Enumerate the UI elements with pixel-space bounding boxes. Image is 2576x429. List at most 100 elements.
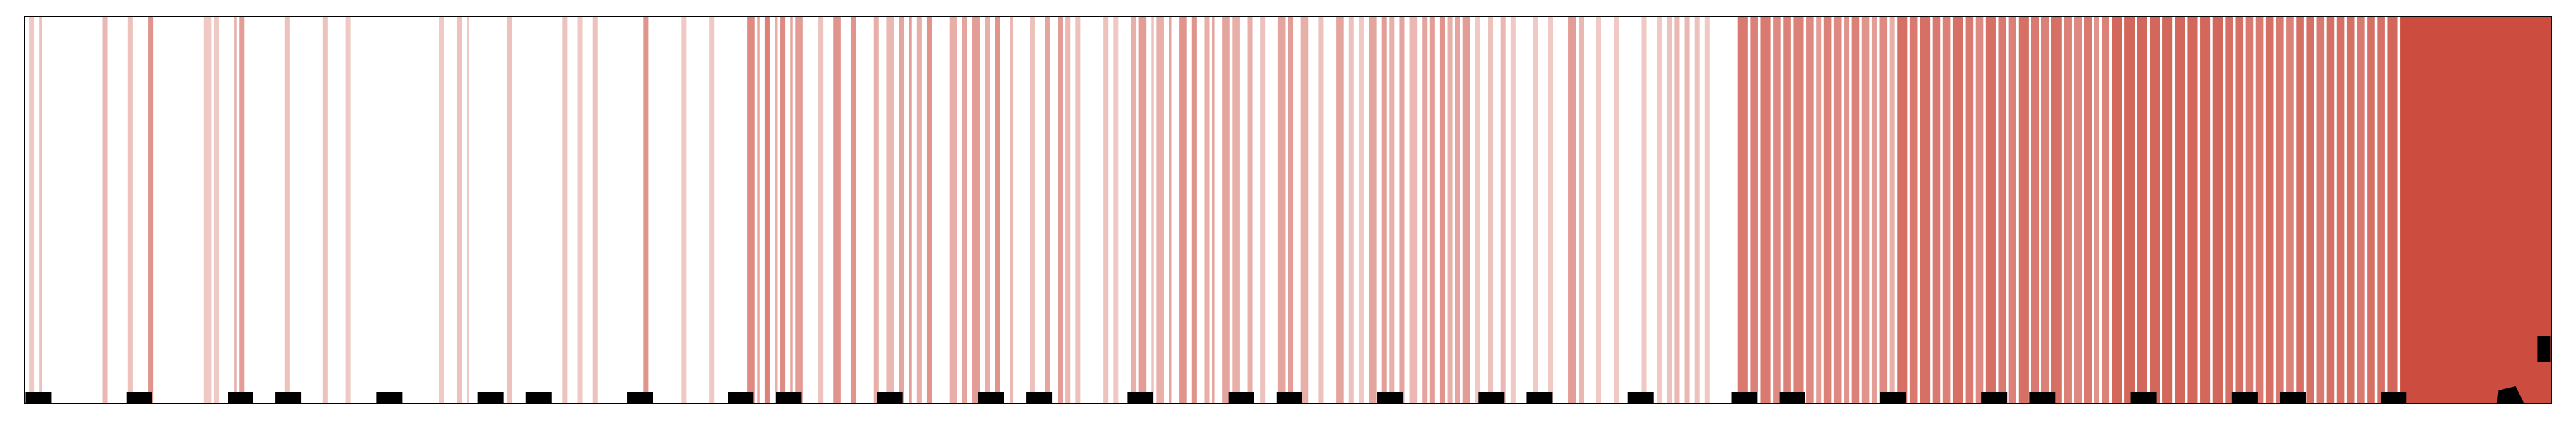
stripe (949, 16, 957, 403)
stripe (1232, 16, 1240, 403)
stripe (1760, 16, 1771, 403)
stripe (757, 16, 760, 403)
stripe (239, 16, 245, 403)
marker (2537, 336, 2551, 362)
stripe (1667, 16, 1672, 403)
stripe (1462, 16, 1470, 403)
stripe (1879, 16, 1888, 403)
marker (525, 392, 552, 403)
stripe (2346, 16, 2355, 403)
stripe (2286, 16, 2294, 403)
marker (1627, 392, 1654, 403)
stripe (1694, 16, 1700, 403)
stripe (2051, 16, 2062, 403)
marker (2497, 386, 2524, 403)
stripe (2276, 16, 2284, 403)
stripe (1871, 16, 1877, 403)
stripe (1548, 16, 1553, 403)
stripe (1348, 16, 1354, 403)
stripe (1058, 16, 1063, 403)
marker (227, 392, 253, 403)
stripe (1500, 16, 1506, 403)
stripe (127, 16, 133, 403)
stripe (322, 16, 328, 403)
stripe (1942, 16, 1951, 403)
marker (776, 392, 802, 403)
marker (977, 392, 1004, 403)
stripe (1222, 16, 1230, 403)
stripe (681, 16, 687, 403)
stripe (1151, 16, 1154, 403)
stripe (2387, 16, 2398, 403)
stripe (2265, 16, 2274, 403)
stripe (1475, 16, 1480, 403)
stripe (29, 16, 35, 403)
stripe (1614, 16, 1619, 403)
stripe (2112, 16, 2122, 403)
stripe-layer (29, 16, 2552, 403)
stripe (1113, 16, 1119, 403)
stripe (1998, 16, 2006, 403)
marker (1526, 392, 1553, 403)
stripe (213, 16, 219, 403)
stripe (284, 16, 290, 403)
marker (1127, 392, 1153, 403)
stripe (1750, 16, 1758, 403)
stripe (2377, 16, 2385, 403)
stripe (1358, 16, 1364, 403)
stripe (1704, 16, 1710, 403)
stripe (1975, 16, 1984, 403)
stripe (1806, 16, 1814, 403)
stripe (2031, 16, 2039, 403)
stripe (899, 16, 904, 403)
stripe (2212, 16, 2223, 403)
stripe (2225, 16, 2233, 403)
stripe (345, 16, 351, 403)
stripe (926, 16, 932, 403)
stripe (2400, 16, 2552, 403)
stripe (2124, 16, 2135, 403)
stripe (1533, 16, 1538, 403)
marker (877, 392, 903, 403)
stripe (2306, 16, 2314, 403)
stripe (1300, 16, 1309, 403)
stripe (1439, 16, 1445, 403)
stripe (439, 16, 444, 403)
marker (627, 392, 653, 403)
stripe (1920, 16, 1931, 403)
stripe (592, 16, 598, 403)
stripe (1932, 16, 1941, 403)
stripe (1674, 16, 1680, 403)
stripe (2074, 16, 2082, 403)
stripe (2150, 16, 2160, 403)
stripe (850, 16, 857, 403)
stripe (1131, 16, 1137, 403)
stripe (1985, 16, 1996, 403)
stripe (790, 16, 793, 403)
stripe (1641, 16, 1647, 403)
stripe (2064, 16, 2072, 403)
stripe (1075, 16, 1081, 403)
stripe (507, 16, 512, 403)
stripe (2336, 16, 2345, 403)
stripe (1861, 16, 1870, 403)
stripe (1399, 16, 1405, 403)
marker (2279, 392, 2306, 403)
stripe (775, 16, 778, 403)
marker-layer (25, 336, 2551, 403)
stripe (972, 16, 980, 403)
stripe (886, 16, 894, 403)
stripe (2008, 16, 2016, 403)
stripe (909, 16, 912, 403)
marker (1026, 392, 1053, 403)
stripe (577, 16, 583, 403)
stripe (2094, 16, 2099, 403)
stripe (1030, 16, 1035, 403)
stripe (1065, 16, 1071, 403)
stripe (1409, 16, 1418, 403)
stripe (1156, 16, 1164, 403)
stripe (1103, 16, 1109, 403)
stripe (2162, 16, 2173, 403)
stripe (1823, 16, 1832, 403)
